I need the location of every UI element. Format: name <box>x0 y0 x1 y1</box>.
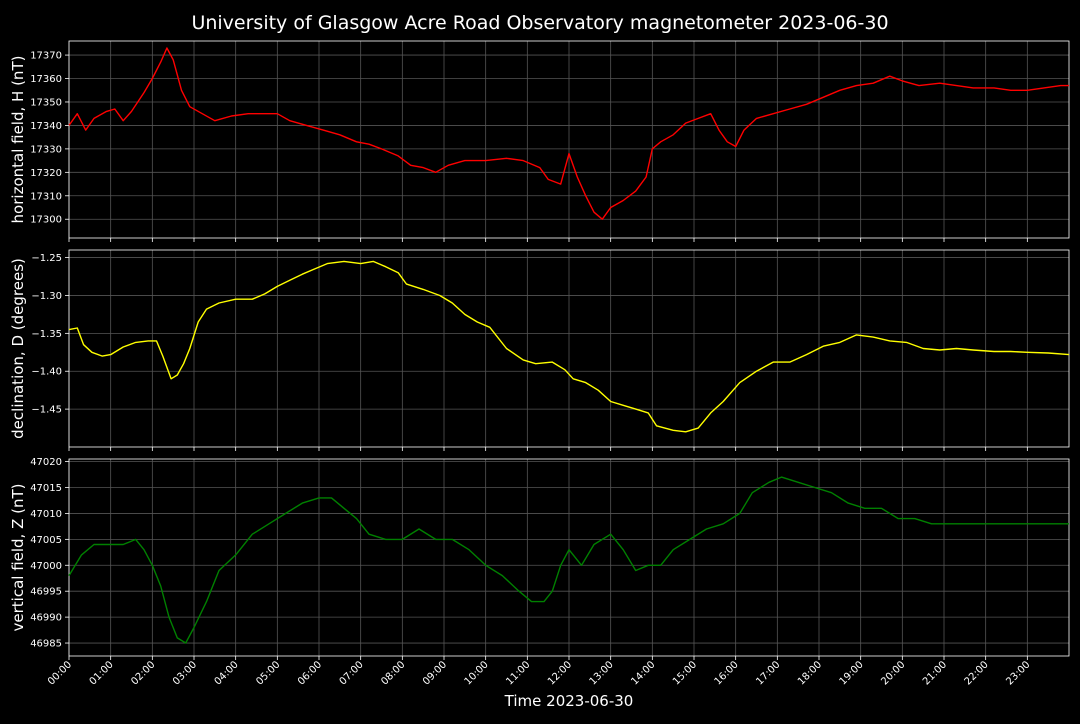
y-tick-label: 17330 <box>30 144 62 155</box>
x-tick-label: 08:00 <box>379 659 407 687</box>
y-tick-label: 17300 <box>30 215 62 226</box>
y-tick-label: 17310 <box>30 191 62 202</box>
y-tick-label: 47020 <box>30 457 62 468</box>
x-tick-label: 02:00 <box>129 659 157 687</box>
chart-title: University of Glasgow Acre Road Observat… <box>191 12 888 34</box>
y-tick-label: 46985 <box>30 639 62 650</box>
y-tick-label: 17340 <box>30 121 62 132</box>
series-line <box>68 47 1069 220</box>
x-tick-label: 11:00 <box>504 659 532 687</box>
x-tick-label: 04:00 <box>213 659 241 687</box>
x-tick-label: 19:00 <box>838 659 866 687</box>
x-tick-label: 03:00 <box>171 659 199 687</box>
x-tick-label: 14:00 <box>629 659 657 687</box>
x-tick-label: 12:00 <box>546 659 574 687</box>
panel-frame <box>68 458 1070 657</box>
panel-frame <box>68 249 1070 448</box>
y-tick-label: −1.30 <box>31 291 62 302</box>
x-tick-label: 15:00 <box>671 659 699 687</box>
y-tick-label: 46995 <box>30 587 62 598</box>
x-tick-label: 23:00 <box>1004 659 1032 687</box>
x-tick-label: 09:00 <box>421 659 449 687</box>
x-tick-label: 05:00 <box>254 659 282 687</box>
y-tick-label: 17350 <box>30 97 62 108</box>
y-tick-label: 47000 <box>30 561 62 572</box>
x-tick-label: 10:00 <box>463 659 491 687</box>
y-tick-label: 47015 <box>30 483 62 494</box>
x-tick-label: 07:00 <box>338 659 366 687</box>
x-tick-label: 00:00 <box>46 659 74 687</box>
panel-3: 46985 46990 46995 47000 47005 47010 47015 47020… <box>9 457 1070 660</box>
panel-frame <box>68 40 1070 239</box>
x-tick-label: 06:00 <box>296 659 324 687</box>
x-tick-label: 01:00 <box>88 659 116 687</box>
panel-2: −1.25 −1.30 −1.35 −1.40 −1.45 declination, D … <box>9 249 1070 451</box>
y-tick-label: 17320 <box>30 168 62 179</box>
x-tick-label: 17:00 <box>754 659 782 687</box>
x-tick-label: 22:00 <box>963 659 991 687</box>
x-axis-label: Time 2023-06-30 <box>504 692 634 710</box>
x-tick-label: 21:00 <box>921 659 949 687</box>
x-tick-label: 13:00 <box>588 659 616 687</box>
y-tick-label: 17360 <box>30 74 62 85</box>
panel-1: 17300 17310 17320 17330 17340 17350 17360 17370… <box>9 40 1070 242</box>
y-tick-label: 17370 <box>30 51 62 62</box>
y-axis-label: horizontal field, H (nT) <box>9 56 27 224</box>
series-line <box>68 260 1070 433</box>
y-tick-label: 47010 <box>30 509 62 520</box>
series-line <box>68 476 1069 644</box>
x-tick-label: 20:00 <box>879 659 907 687</box>
x-tick-label: 18:00 <box>796 659 824 687</box>
y-tick-label: −1.40 <box>31 367 62 378</box>
y-tick-label: −1.25 <box>31 253 62 264</box>
y-tick-label: −1.45 <box>31 405 62 416</box>
y-axis-label: vertical field, Z (nT) <box>9 483 27 631</box>
y-tick-label: −1.35 <box>31 329 62 340</box>
y-tick-label: 46990 <box>30 613 62 624</box>
y-tick-label: 47005 <box>30 535 62 546</box>
x-tick-label: 16:00 <box>713 659 741 687</box>
y-axis-label: declination, D (degrees) <box>9 258 27 439</box>
